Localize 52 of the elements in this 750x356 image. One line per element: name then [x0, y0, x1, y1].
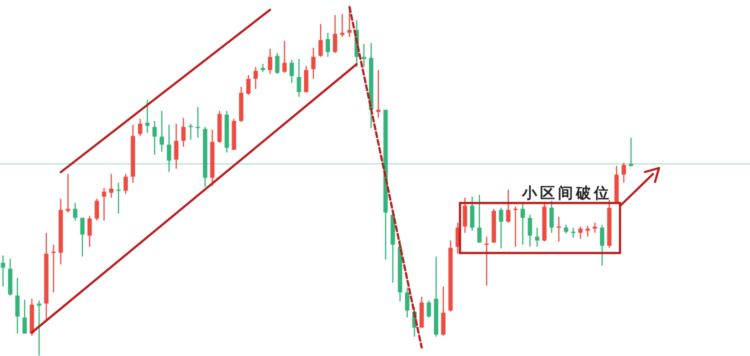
candlestick — [426, 300, 432, 318]
candlestick — [470, 196, 474, 232]
candlestick — [152, 120, 157, 156]
candlestick — [51, 244, 56, 294]
candlestick — [246, 74, 251, 96]
candlestick — [80, 217, 85, 258]
candlestick — [124, 173, 128, 194]
candlestick — [441, 286, 446, 336]
candlestick — [376, 69, 381, 118]
candlestick — [600, 224, 604, 266]
annotation: 小区间破位 — [521, 184, 612, 202]
candlestick — [549, 200, 554, 234]
candlestick — [36, 300, 42, 356]
candlestick — [268, 48, 272, 75]
candlestick — [311, 47, 316, 80]
candlestick — [586, 225, 590, 238]
candlestick — [462, 197, 468, 234]
candlestick — [326, 32, 330, 58]
candlestick — [174, 123, 178, 170]
candlestick — [578, 226, 583, 240]
candlestick — [15, 277, 20, 334]
candlestick — [109, 173, 114, 198]
candlestick — [340, 13, 344, 38]
candlestick — [116, 182, 121, 214]
candlestick — [506, 189, 510, 224]
candlestick — [592, 222, 598, 234]
candlestick — [405, 286, 410, 318]
candlestick — [556, 216, 561, 242]
candlestick — [138, 118, 142, 137]
candlestick — [290, 59, 294, 84]
candlestick — [477, 194, 482, 244]
candlestick — [181, 117, 186, 148]
candlestick — [145, 99, 150, 134]
candlestick — [318, 23, 323, 58]
candlestick — [275, 52, 280, 75]
candlestick — [534, 227, 540, 248]
candlestick — [304, 65, 308, 94]
candlestick — [484, 236, 489, 286]
candlestick — [87, 215, 92, 248]
candlestick — [520, 202, 525, 246]
candlestick — [166, 124, 172, 172]
candlestick — [282, 40, 287, 74]
candlestick — [22, 299, 27, 334]
candlestick — [528, 214, 532, 248]
candlestick — [102, 187, 106, 222]
candlestick — [332, 14, 338, 54]
candlestick — [73, 202, 78, 222]
candlestick — [296, 58, 302, 98]
candlestick — [498, 207, 504, 250]
candlestick — [94, 198, 100, 222]
candlestick — [253, 66, 258, 90]
candlestick — [160, 110, 164, 152]
